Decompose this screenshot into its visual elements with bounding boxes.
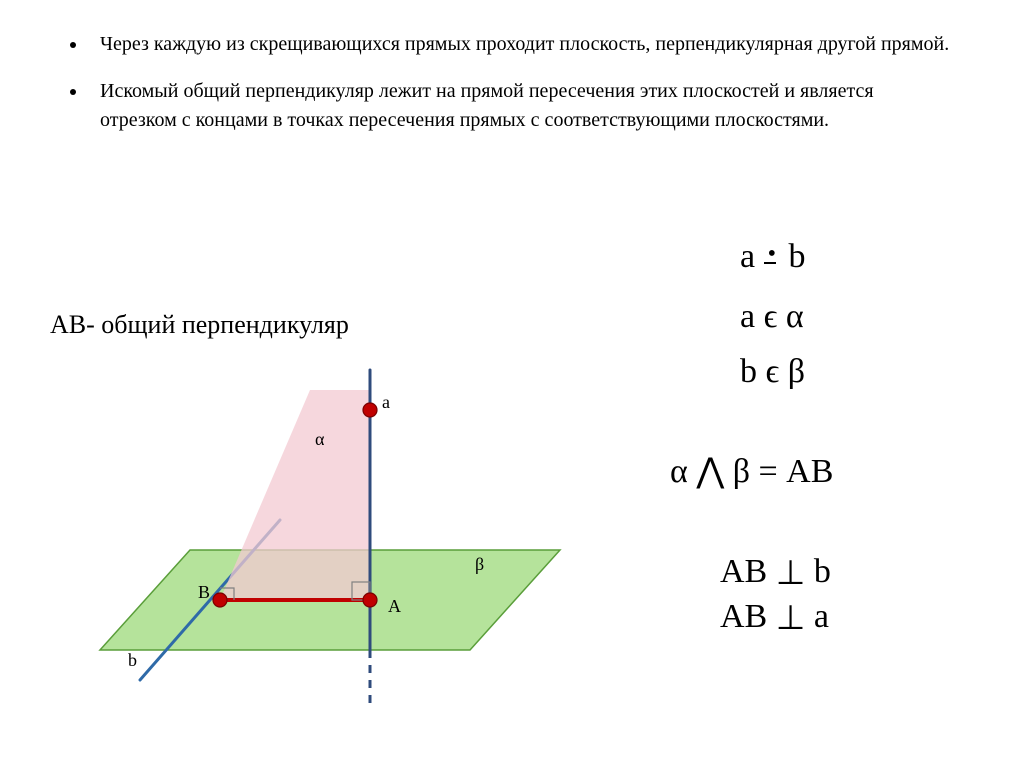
svg-text:A: A bbox=[388, 596, 401, 616]
geometry-diagram: a α β A Bb bbox=[80, 360, 580, 720]
svg-text:b: b bbox=[128, 650, 137, 670]
formula-skew: a • b bbox=[740, 240, 806, 274]
bullet-text: Искомый общий перпендикуляр лежит на пря… bbox=[100, 77, 950, 135]
svg-text:β: β bbox=[475, 554, 484, 574]
svg-text:B: B bbox=[198, 582, 210, 602]
svg-text:a: a bbox=[382, 392, 390, 412]
formula-intersection: α ⋀ β = АВ bbox=[670, 455, 833, 489]
txt: b bbox=[814, 553, 831, 590]
bullet-item: Через каждую из скрещивающихся прямых пр… bbox=[70, 30, 950, 59]
svg-text:α: α bbox=[315, 429, 325, 449]
formula-a-in-alpha: a ϵ α bbox=[740, 300, 804, 334]
formula-ab-perp-a: AB ⊥ a bbox=[720, 600, 829, 634]
formula-a: a bbox=[740, 238, 755, 275]
diagram-heading: АВ- общий перпендикуляр bbox=[50, 310, 349, 340]
perp-icon: ⊥ bbox=[776, 557, 806, 591]
bullet-dot-icon bbox=[70, 42, 76, 48]
txt: AB bbox=[720, 598, 767, 635]
bullet-text: Через каждую из скрещивающихся прямых пр… bbox=[100, 30, 949, 59]
txt: AB bbox=[720, 553, 767, 590]
skew-symbol-icon: • bbox=[764, 241, 780, 267]
perp-icon: ⊥ bbox=[776, 602, 806, 636]
formula-b: b bbox=[789, 238, 806, 275]
bullet-item: Искомый общий перпендикуляр лежит на пря… bbox=[70, 77, 950, 135]
bullet-dot-icon bbox=[70, 89, 76, 95]
bullet-list: Через каждую из скрещивающихся прямых пр… bbox=[70, 30, 950, 153]
formula-ab-perp-b: AB ⊥ b bbox=[720, 555, 831, 589]
txt: a bbox=[814, 598, 829, 635]
formula-b-in-beta: b ϵ β bbox=[740, 355, 805, 389]
